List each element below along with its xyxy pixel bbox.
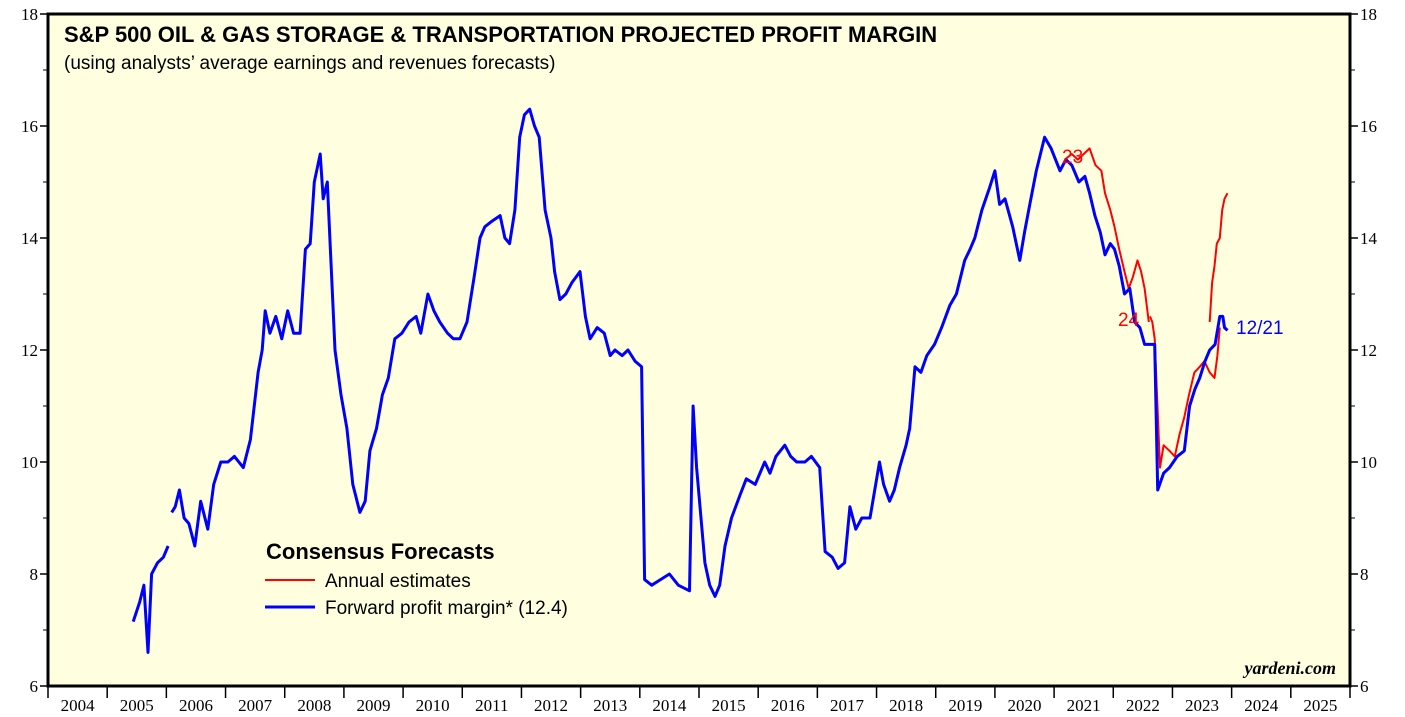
y-tick-label: 12	[21, 341, 38, 360]
x-tick-label: 2017	[830, 696, 865, 715]
series-line	[1064, 147, 1229, 469]
y2-tick-label: 18	[1360, 5, 1377, 24]
annotation: 23	[1062, 147, 1083, 168]
y-tick-label: 6	[30, 677, 39, 696]
x-tick-label: 2024	[1244, 696, 1279, 715]
y-tick-label: 10	[21, 453, 38, 472]
x-tick-label: 2007	[238, 696, 273, 715]
x-tick-label: 2015	[712, 696, 746, 715]
y-tick-label: 18	[21, 5, 38, 24]
x-tick-label: 2025	[1303, 696, 1337, 715]
chart-layer	[131, 107, 1229, 654]
y2-tick-label: 14	[1360, 229, 1378, 248]
y2-tick-label: 12	[1360, 341, 1377, 360]
source: yardeni.com	[1243, 658, 1337, 678]
x-tick-label: 2010	[416, 696, 450, 715]
x-tick-label: 2019	[948, 696, 982, 715]
legend-label: Forward profit margin* (12.4)	[325, 598, 568, 619]
y2-tick-label: 10	[1360, 453, 1377, 472]
x-tick-label: 2005	[120, 696, 154, 715]
y-tick-label: 8	[30, 565, 39, 584]
x-tick-label: 2004	[61, 696, 96, 715]
x-tick-label: 2020	[1008, 696, 1042, 715]
x-tick-label: 2009	[357, 696, 391, 715]
x-tick-label: 2008	[297, 696, 331, 715]
annotation: 12/21	[1236, 318, 1284, 339]
x-tick-label: 2006	[179, 696, 213, 715]
x-tick-label: 2018	[889, 696, 923, 715]
y-tick-label: 16	[21, 117, 38, 136]
x-tick-label: 2023	[1185, 696, 1219, 715]
y2-tick-label: 16	[1360, 117, 1377, 136]
x-tick-label: 2014	[652, 696, 687, 715]
plot-background	[48, 14, 1350, 686]
x-tick-label: 2013	[593, 696, 627, 715]
y2-tick-label: 6	[1360, 677, 1369, 696]
x-tick-label: 2016	[771, 696, 805, 715]
legend-label: Annual estimates	[325, 571, 471, 592]
x-tick-label: 2012	[534, 696, 568, 715]
x-tick-label: 2022	[1126, 696, 1160, 715]
chart-title: S&P 500 OIL & GAS STORAGE & TRANSPORTATI…	[64, 22, 937, 47]
legend-title: Consensus Forecasts	[266, 539, 495, 564]
x-tick-label: 2011	[475, 696, 508, 715]
y-tick-label: 14	[21, 229, 39, 248]
annotation: 24	[1118, 310, 1140, 331]
y2-tick-label: 8	[1360, 565, 1369, 584]
series-line	[131, 107, 1229, 654]
x-tick-label: 2021	[1067, 696, 1101, 715]
chart-subtitle: (using analysts’ average earnings and re…	[64, 53, 555, 74]
